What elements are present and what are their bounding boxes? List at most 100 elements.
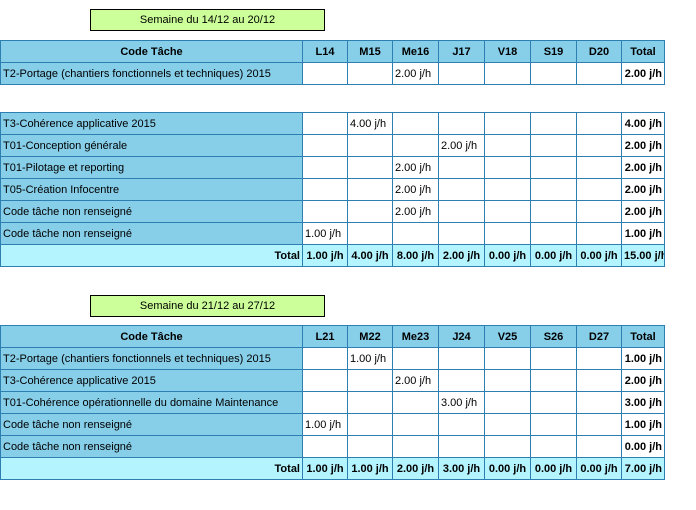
- day-value: [576, 413, 622, 436]
- header-day: D27: [576, 325, 622, 348]
- day-value: [302, 178, 348, 201]
- task-code: T01-Pilotage et reporting: [0, 156, 303, 179]
- task-row: T05-Création Infocentre 2.00 j/h 2.00 j/h: [0, 178, 665, 201]
- day-value: [576, 112, 622, 135]
- day-value: [484, 347, 531, 370]
- day-total: 1.00 j/h: [347, 457, 393, 480]
- task-code: Code tâche non renseigné: [0, 222, 303, 245]
- day-value: [484, 156, 531, 179]
- day-value: [576, 391, 622, 414]
- row-total: 2.00 j/h: [621, 156, 665, 179]
- header-code: Code Tâche: [0, 325, 303, 348]
- day-value: [484, 178, 531, 201]
- total-label: Total: [0, 244, 303, 267]
- section-spacer: [0, 84, 665, 113]
- day-value: [530, 134, 577, 157]
- task-row: T2-Portage (chantiers fonctionnels et te…: [0, 62, 665, 85]
- day-value: [302, 112, 348, 135]
- day-value: [530, 369, 577, 392]
- day-value: [484, 369, 531, 392]
- day-value: 2.00 j/h: [392, 62, 439, 85]
- task-row: Code tâche non renseigné 1.00 j/h 1.00 j/h: [0, 222, 665, 245]
- day-value: [438, 156, 485, 179]
- day-value: [530, 347, 577, 370]
- day-value: [438, 222, 485, 245]
- row-total: 2.00 j/h: [621, 178, 665, 201]
- task-code: Code tâche non renseigné: [0, 413, 303, 436]
- header-day: Me16: [392, 40, 439, 63]
- day-value: [576, 200, 622, 223]
- day-value: [438, 112, 485, 135]
- day-value: [438, 62, 485, 85]
- day-value: [530, 178, 577, 201]
- day-value: 1.00 j/h: [302, 413, 348, 436]
- day-value: [438, 369, 485, 392]
- day-total: 0.00 j/h: [530, 457, 577, 480]
- day-value: 2.00 j/h: [392, 200, 439, 223]
- day-value: [302, 391, 348, 414]
- day-value: [347, 435, 393, 458]
- day-total: 0.00 j/h: [576, 457, 622, 480]
- day-value: 2.00 j/h: [392, 369, 439, 392]
- day-value: [392, 391, 439, 414]
- row-total: 3.00 j/h: [621, 391, 665, 414]
- task-code: T01-Conception générale: [0, 134, 303, 157]
- day-value: [576, 156, 622, 179]
- row-total: 2.00 j/h: [621, 62, 665, 85]
- day-value: [530, 413, 577, 436]
- day-value: [530, 156, 577, 179]
- week2-table: Code Tâche L21 M22 Me23 J24 V25 S26 D27 …: [0, 325, 665, 480]
- row-total: 2.00 j/h: [621, 200, 665, 223]
- week2-header-row: Code Tâche L21 M22 Me23 J24 V25 S26 D27 …: [0, 325, 665, 348]
- day-value: [484, 62, 531, 85]
- row-total: 1.00 j/h: [621, 413, 665, 436]
- day-total: 8.00 j/h: [392, 244, 439, 267]
- day-value: 3.00 j/h: [438, 391, 485, 414]
- task-row: T2-Portage (chantiers fonctionnels et te…: [0, 347, 665, 370]
- day-value: [392, 413, 439, 436]
- day-value: [530, 62, 577, 85]
- row-total: 0.00 j/h: [621, 435, 665, 458]
- row-total: 1.00 j/h: [621, 222, 665, 245]
- day-value: [576, 62, 622, 85]
- day-value: [392, 435, 439, 458]
- header-code: Code Tâche: [0, 40, 303, 63]
- header-day: S19: [530, 40, 577, 63]
- header-day: M22: [347, 325, 393, 348]
- day-value: [347, 134, 393, 157]
- day-value: [392, 112, 439, 135]
- day-value: [302, 369, 348, 392]
- day-value: [392, 347, 439, 370]
- day-total: 0.00 j/h: [484, 457, 531, 480]
- day-value: [530, 200, 577, 223]
- day-total: 0.00 j/h: [576, 244, 622, 267]
- header-day: Me23: [392, 325, 439, 348]
- grand-total: 7.00 j/h: [621, 457, 665, 480]
- task-row: T01-Pilotage et reporting 2.00 j/h 2.00 j/…: [0, 156, 665, 179]
- week1-total-row: Total 1.00 j/h 4.00 j/h 8.00 j/h 2.00 j/…: [0, 244, 665, 267]
- day-value: [438, 435, 485, 458]
- day-value: [347, 369, 393, 392]
- day-value: [484, 435, 531, 458]
- task-code: T01-Cohérence opérationnelle du domaine …: [0, 391, 303, 414]
- day-value: [347, 62, 393, 85]
- day-value: [530, 391, 577, 414]
- day-value: [302, 435, 348, 458]
- header-day: M15: [347, 40, 393, 63]
- day-value: 1.00 j/h: [302, 222, 348, 245]
- day-value: [302, 62, 348, 85]
- day-value: [392, 222, 439, 245]
- day-value: [347, 156, 393, 179]
- task-code: T3-Cohérence applicative 2015: [0, 112, 303, 135]
- header-day: V25: [484, 325, 531, 348]
- week2-label: Semaine du 21/12 au 27/12: [90, 295, 325, 317]
- header-total: Total: [621, 325, 665, 348]
- day-value: [302, 134, 348, 157]
- header-day: D20: [576, 40, 622, 63]
- day-value: [576, 178, 622, 201]
- header-day: J24: [438, 325, 485, 348]
- header-day: S26: [530, 325, 577, 348]
- day-value: [302, 156, 348, 179]
- task-row: T01-Cohérence opérationnelle du domaine …: [0, 391, 665, 414]
- day-value: [576, 369, 622, 392]
